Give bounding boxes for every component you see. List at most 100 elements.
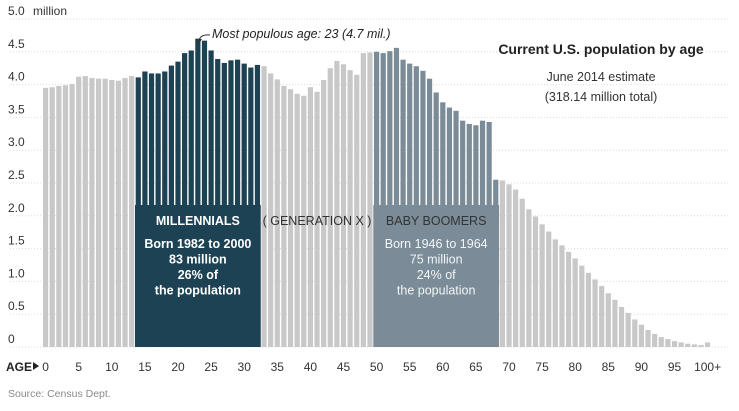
- bar-age-11: [115, 80, 122, 347]
- bar-age-62: [453, 110, 459, 347]
- generation-detail-line: the population: [397, 284, 476, 298]
- bar-age-51: [380, 53, 386, 347]
- bar-age-73: [526, 209, 532, 347]
- bar-age-55: [407, 63, 413, 347]
- peak-annotation: Most populous age: 23 (4.7 mil.): [196, 27, 391, 44]
- bar-age-44: [334, 60, 340, 347]
- y-tick-label: 1.5: [8, 234, 25, 248]
- bar-age-96: [678, 342, 684, 347]
- bar-age-75: [539, 224, 545, 347]
- bar-age-86: [612, 299, 618, 347]
- chart-subtitle-estimate: June 2014 estimate: [546, 70, 655, 84]
- bar-age-65: [473, 125, 479, 347]
- bar-age-35: [274, 79, 280, 348]
- bar-age-87: [618, 306, 625, 347]
- bar-age-3: [62, 85, 69, 348]
- y-tick-label: 0: [8, 332, 15, 346]
- bar-age-79: [565, 251, 572, 347]
- generation-name: MILLENNIALS: [156, 214, 240, 228]
- bar-age-18: [162, 71, 168, 347]
- y-tick-label: 1.0: [8, 266, 25, 280]
- y-tick-label: 2.5: [8, 168, 25, 182]
- bar-age-93: [658, 337, 664, 347]
- bar-age-69: [499, 180, 505, 347]
- x-tick-label: 5: [75, 360, 82, 374]
- x-tick-label: 0: [42, 360, 49, 374]
- bar-age-24: [201, 40, 208, 347]
- bar-age-52: [387, 51, 393, 347]
- bar-age-1: [49, 87, 55, 347]
- bar-age-26: [215, 59, 221, 348]
- bar-age-95: [671, 341, 678, 347]
- bar-age-7: [89, 78, 95, 347]
- y-axis-unit: million: [33, 4, 67, 18]
- generation-detail-line: 24% of: [417, 268, 456, 282]
- bar-age-82: [585, 272, 592, 347]
- bar-age-98: [691, 344, 697, 347]
- bar-age-20: [175, 61, 181, 347]
- x-tick-label: 100+: [694, 360, 721, 374]
- bar-age-12: [122, 78, 128, 347]
- bar-age-45: [340, 64, 347, 347]
- x-tick-label: 70: [502, 360, 516, 374]
- bar-age-80: [572, 258, 578, 347]
- bar-age-21: [182, 53, 188, 347]
- bar-age-64: [466, 123, 472, 348]
- bar-age-38: [294, 93, 300, 347]
- bar-age-92: [652, 333, 658, 347]
- x-tick-label: 40: [304, 360, 318, 374]
- bar-age-58: [426, 78, 433, 348]
- bar-age-61: [446, 107, 453, 347]
- x-tick-label: 85: [602, 360, 616, 374]
- bar-age-90: [638, 324, 644, 347]
- bar-age-50: [374, 51, 380, 348]
- peak-annotation-text: Most populous age: 23 (4.7 mil.): [212, 27, 391, 41]
- bar-age-29: [234, 59, 241, 348]
- generation-labels: MILLENNIALS Born 1982 to 2000 83 million26…: [144, 214, 487, 298]
- bar-age-40: [307, 87, 313, 347]
- generation-detail-line: Born 1982 to 2000: [144, 237, 251, 251]
- chart-title: Current U.S. population by age: [498, 41, 704, 57]
- x-tick-label: 60: [436, 360, 450, 374]
- generation-detail-line: 75 million: [410, 253, 463, 267]
- bar-age-27: [221, 62, 227, 348]
- bar-age-78: [559, 245, 565, 347]
- y-tick-label: 2.0: [8, 201, 25, 215]
- x-tick-label: 55: [403, 360, 417, 374]
- x-tick-label: 35: [271, 360, 285, 374]
- bar-age-30: [241, 63, 247, 347]
- y-tick-label: 4.5: [8, 37, 25, 51]
- bar-age-56: [413, 66, 419, 348]
- bar-age-47: [354, 74, 360, 347]
- bar-age-0: [43, 87, 49, 347]
- bar-age-23: [195, 38, 201, 348]
- bar-age-36: [281, 85, 287, 348]
- bar-age-16: [148, 73, 155, 347]
- bar-age-31: [248, 67, 254, 347]
- bar-age-28: [228, 60, 234, 347]
- x-axis-label: AGE: [6, 360, 32, 374]
- x-tick-label: 50: [370, 360, 384, 374]
- bar-age-76: [546, 231, 552, 347]
- x-tick-label: 30: [238, 360, 252, 374]
- bar-age-41: [314, 91, 320, 347]
- bar-age-39: [301, 95, 307, 347]
- bar-age-8: [95, 78, 102, 348]
- bar-age-53: [393, 47, 400, 347]
- bar-age-54: [400, 59, 406, 348]
- bar-age-99: [698, 345, 704, 347]
- x-tick-label: 15: [138, 360, 152, 374]
- bar-age-49: [367, 52, 373, 348]
- bar-age-17: [155, 73, 161, 347]
- x-tick-label: 90: [635, 360, 649, 374]
- bar-age-100+: [705, 342, 711, 347]
- annotation-arrowhead-icon: [196, 39, 202, 44]
- bar-age-15: [142, 71, 148, 347]
- bar-age-67: [486, 121, 492, 347]
- y-tick-label: 4.0: [8, 70, 25, 84]
- x-tick-label: 95: [668, 360, 682, 374]
- bar-age-43: [327, 68, 333, 347]
- bar-age-81: [579, 265, 585, 347]
- bar-age-70: [506, 184, 512, 347]
